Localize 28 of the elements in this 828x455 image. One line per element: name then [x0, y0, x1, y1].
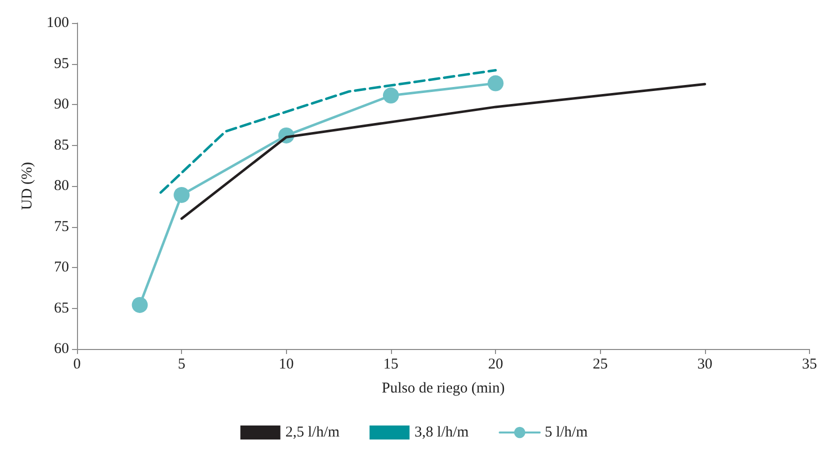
- y-tick-label: 90: [54, 96, 69, 112]
- y-tick-label: 70: [54, 260, 69, 276]
- y-tick-label: 100: [46, 15, 69, 31]
- y-tick-label: 60: [54, 341, 69, 357]
- line-series: [159, 69, 497, 194]
- x-tick-label: 20: [488, 356, 504, 372]
- point: [132, 296, 148, 313]
- x-tick-label: 5: [178, 356, 186, 372]
- x-tick-label: 30: [697, 356, 712, 372]
- legend-label: 2,5 l/h/m: [285, 424, 340, 440]
- x-tick-label: 0: [73, 356, 81, 372]
- x-tick-label: 10: [278, 356, 294, 372]
- x-tick-label: 35: [802, 356, 817, 372]
- legend-label: 3,8 l/h/m: [414, 424, 470, 440]
- y-tick-label: 75: [54, 218, 69, 235]
- y-axis-title: UD (%): [20, 162, 36, 210]
- y-tick-label: 65: [54, 300, 69, 316]
- point: [174, 186, 190, 203]
- point: [382, 88, 399, 104]
- x-tick-label: 25: [592, 356, 608, 372]
- point: [488, 75, 504, 92]
- legend-label: 5 l/h/m: [544, 424, 588, 440]
- y-tick-label: 85: [54, 137, 69, 154]
- x-axis-title: Pulso de riego (min): [382, 380, 505, 396]
- y-tick-label: 80: [54, 178, 69, 194]
- line-series: [180, 82, 706, 220]
- y-tick-label: 95: [54, 56, 69, 72]
- x-tick-label: 15: [383, 356, 398, 372]
